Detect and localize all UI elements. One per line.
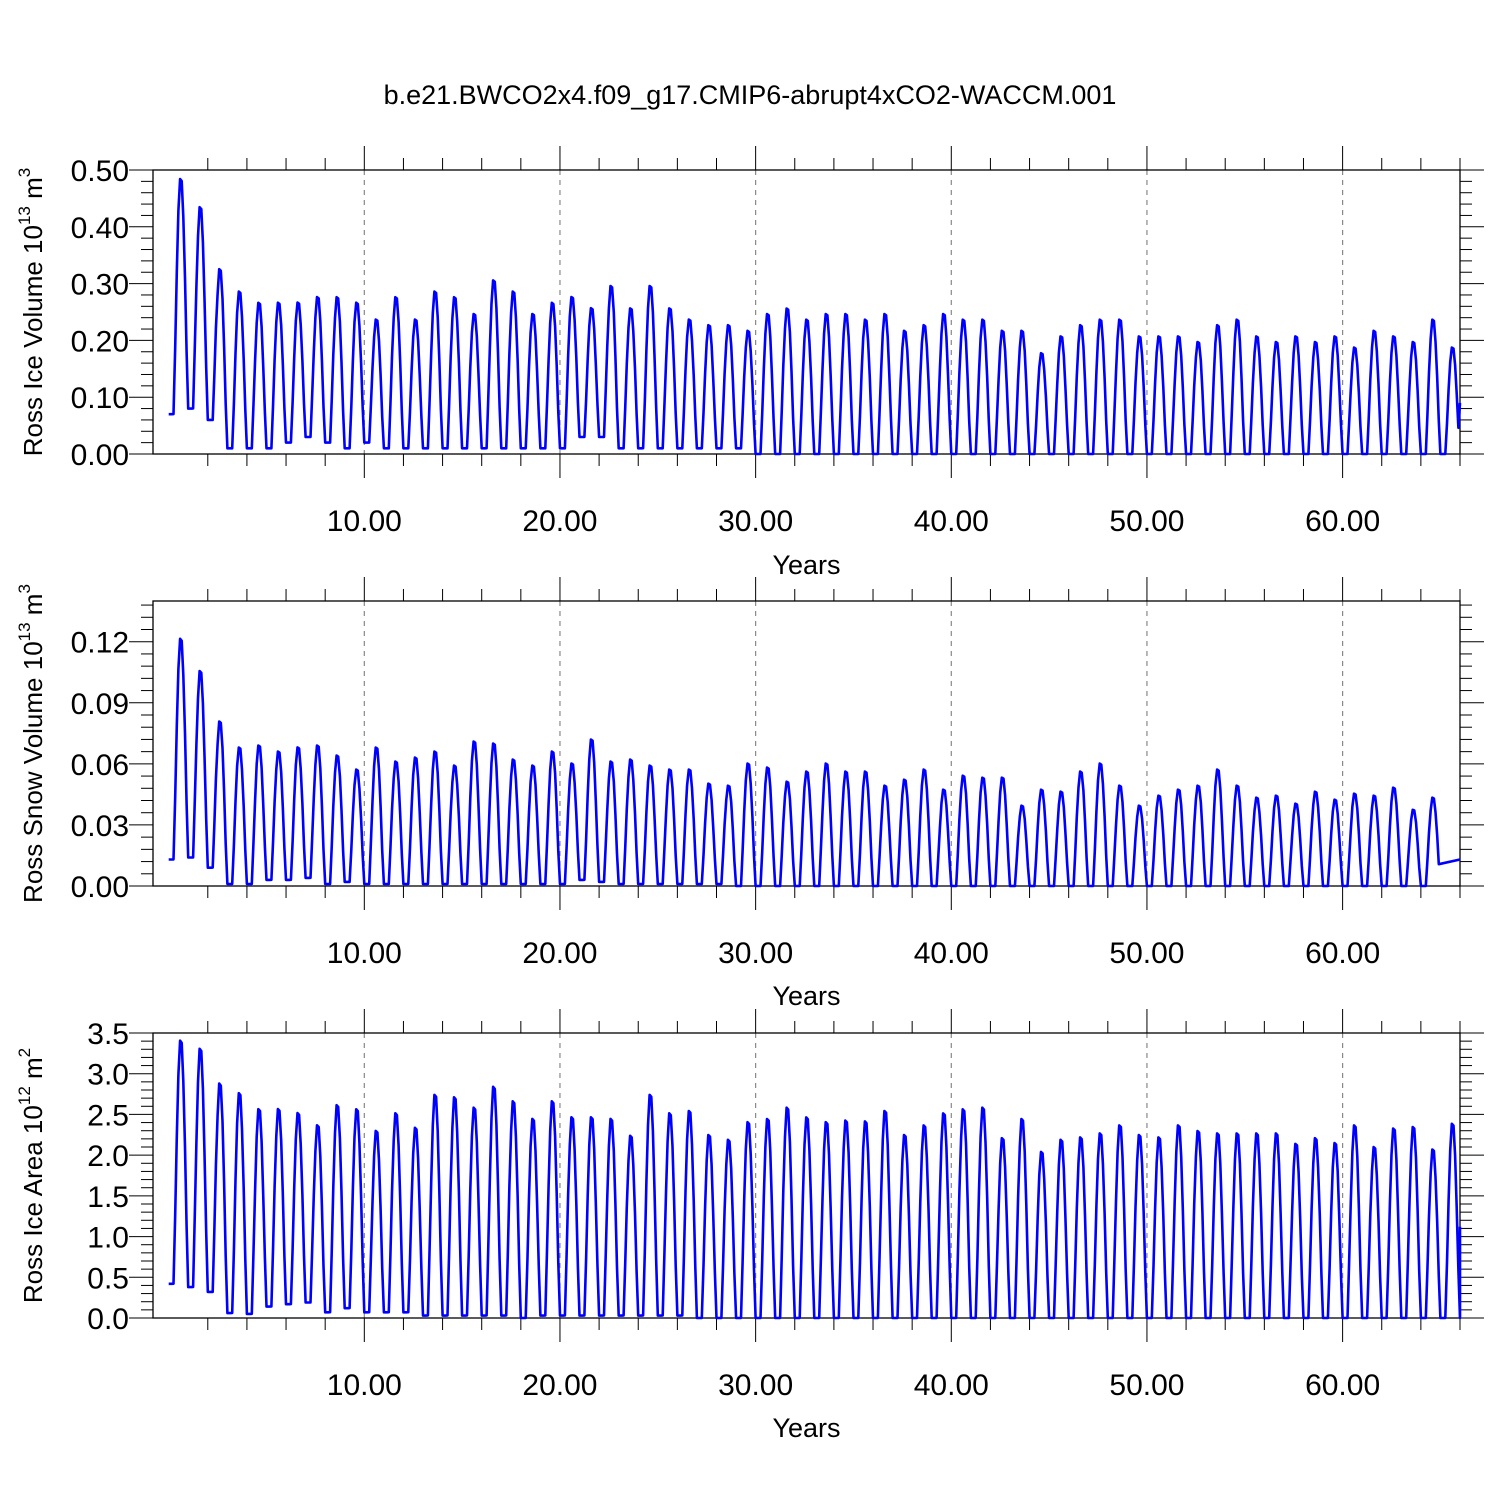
y-tick-label: 1.0 (87, 1222, 129, 1255)
y-axis-label-unit: m (18, 177, 48, 206)
y-axis-label-unit-exponent: 3 (15, 584, 34, 593)
y-axis-label-exponent: 12 (15, 1086, 34, 1105)
y-axis-label-unit: m (18, 1057, 48, 1086)
data-series-line-1 (168, 637, 1461, 888)
y-tick-label: 0.5 (87, 1262, 129, 1295)
y-tick-label: 0.00 (71, 871, 129, 904)
x-axis-label: Years (772, 550, 840, 580)
y-tick-label: 0.20 (71, 325, 129, 358)
y-axis-label-text: Ross Snow Volume 10 (18, 641, 48, 903)
y-axis-label: Ross Ice Volume 1013 m3 (15, 168, 48, 457)
x-axis-label: Years (772, 981, 840, 1011)
plot-frame (152, 600, 1461, 887)
x-tick-label: 30.00 (718, 937, 793, 970)
y-tick-label: 0.0 (87, 1303, 129, 1336)
x-tick-label: 50.00 (1109, 1369, 1184, 1402)
x-tick-label: 50.00 (1109, 505, 1184, 538)
y-axis-label-exponent: 13 (15, 206, 34, 225)
y-tick-label: 2.5 (87, 1099, 129, 1132)
y-tick-label: 3.5 (87, 1018, 129, 1051)
y-tick-label: 0.03 (71, 810, 129, 843)
y-axis-label-exponent: 13 (15, 622, 34, 641)
chart-panel-2: 0.00 0.03 0.06 0.09 0.12 10.00 20.00 30.00 40.00… (15, 577, 1484, 1011)
y-axis-label-unit-exponent: 2 (15, 1048, 34, 1057)
data-series-line-1 (168, 177, 1462, 456)
y-tick-label: 3.0 (87, 1059, 129, 1092)
y-axis-label: Ross Ice Area 1012 m2 (15, 1048, 48, 1303)
plot-frame (152, 169, 1461, 455)
data-series-line-1 (168, 1039, 1462, 1320)
y-tick-label: 0.00 (71, 439, 129, 472)
y-axis-label-unit: m (18, 594, 48, 623)
y-tick-label: 0.12 (71, 627, 129, 660)
x-tick-label: 40.00 (914, 505, 989, 538)
y-tick-label: 0.09 (71, 688, 129, 721)
x-tick-label: 40.00 (914, 1369, 989, 1402)
x-tick-label: 30.00 (718, 505, 793, 538)
x-tick-label: 60.00 (1305, 937, 1380, 970)
x-tick-label: 20.00 (522, 937, 597, 970)
y-axis-label-text: Ross Ice Area 10 (18, 1105, 48, 1303)
x-tick-label: 50.00 (1109, 937, 1184, 970)
chart-panel-3: 0.0 0.5 1.0 1.5 2.0 2.5 3.0 3.5 10.00 20.00 30.00 4… (15, 1009, 1484, 1443)
x-tick-label: 60.00 (1305, 505, 1380, 538)
x-tick-label: 10.00 (327, 1369, 402, 1402)
y-tick-label: 0.40 (71, 212, 129, 245)
x-tick-label: 20.00 (522, 1369, 597, 1402)
y-tick-label: 0.30 (71, 269, 129, 302)
plot-frame (152, 1032, 1461, 1319)
x-tick-label: 40.00 (914, 937, 989, 970)
chart-panel-1: 0.00 0.10 0.20 0.30 0.40 0.50 10.00 20.00 30.00 4… (15, 146, 1484, 580)
x-tick-label: 30.00 (718, 1369, 793, 1402)
x-tick-label: 10.00 (327, 937, 402, 970)
y-axis-label-text: Ross Ice Volume 10 (18, 225, 48, 456)
y-axis-label-unit-exponent: 3 (15, 168, 34, 177)
x-tick-label: 20.00 (522, 505, 597, 538)
y-tick-label: 2.0 (87, 1140, 129, 1173)
y-tick-label: 0.10 (71, 382, 129, 415)
y-tick-label: 0.06 (71, 749, 129, 782)
x-tick-label: 60.00 (1305, 1369, 1380, 1402)
x-axis-label: Years (772, 1413, 840, 1443)
y-tick-label: 1.5 (87, 1181, 129, 1214)
figure-title: b.e21.BWCO2x4.f09_g17.CMIP6-abrupt4xCO2-… (383, 80, 1117, 110)
y-tick-label: 0.50 (71, 155, 129, 188)
x-tick-label: 10.00 (327, 505, 402, 538)
y-axis-label: Ross Snow Volume 1013 m3 (15, 584, 48, 903)
